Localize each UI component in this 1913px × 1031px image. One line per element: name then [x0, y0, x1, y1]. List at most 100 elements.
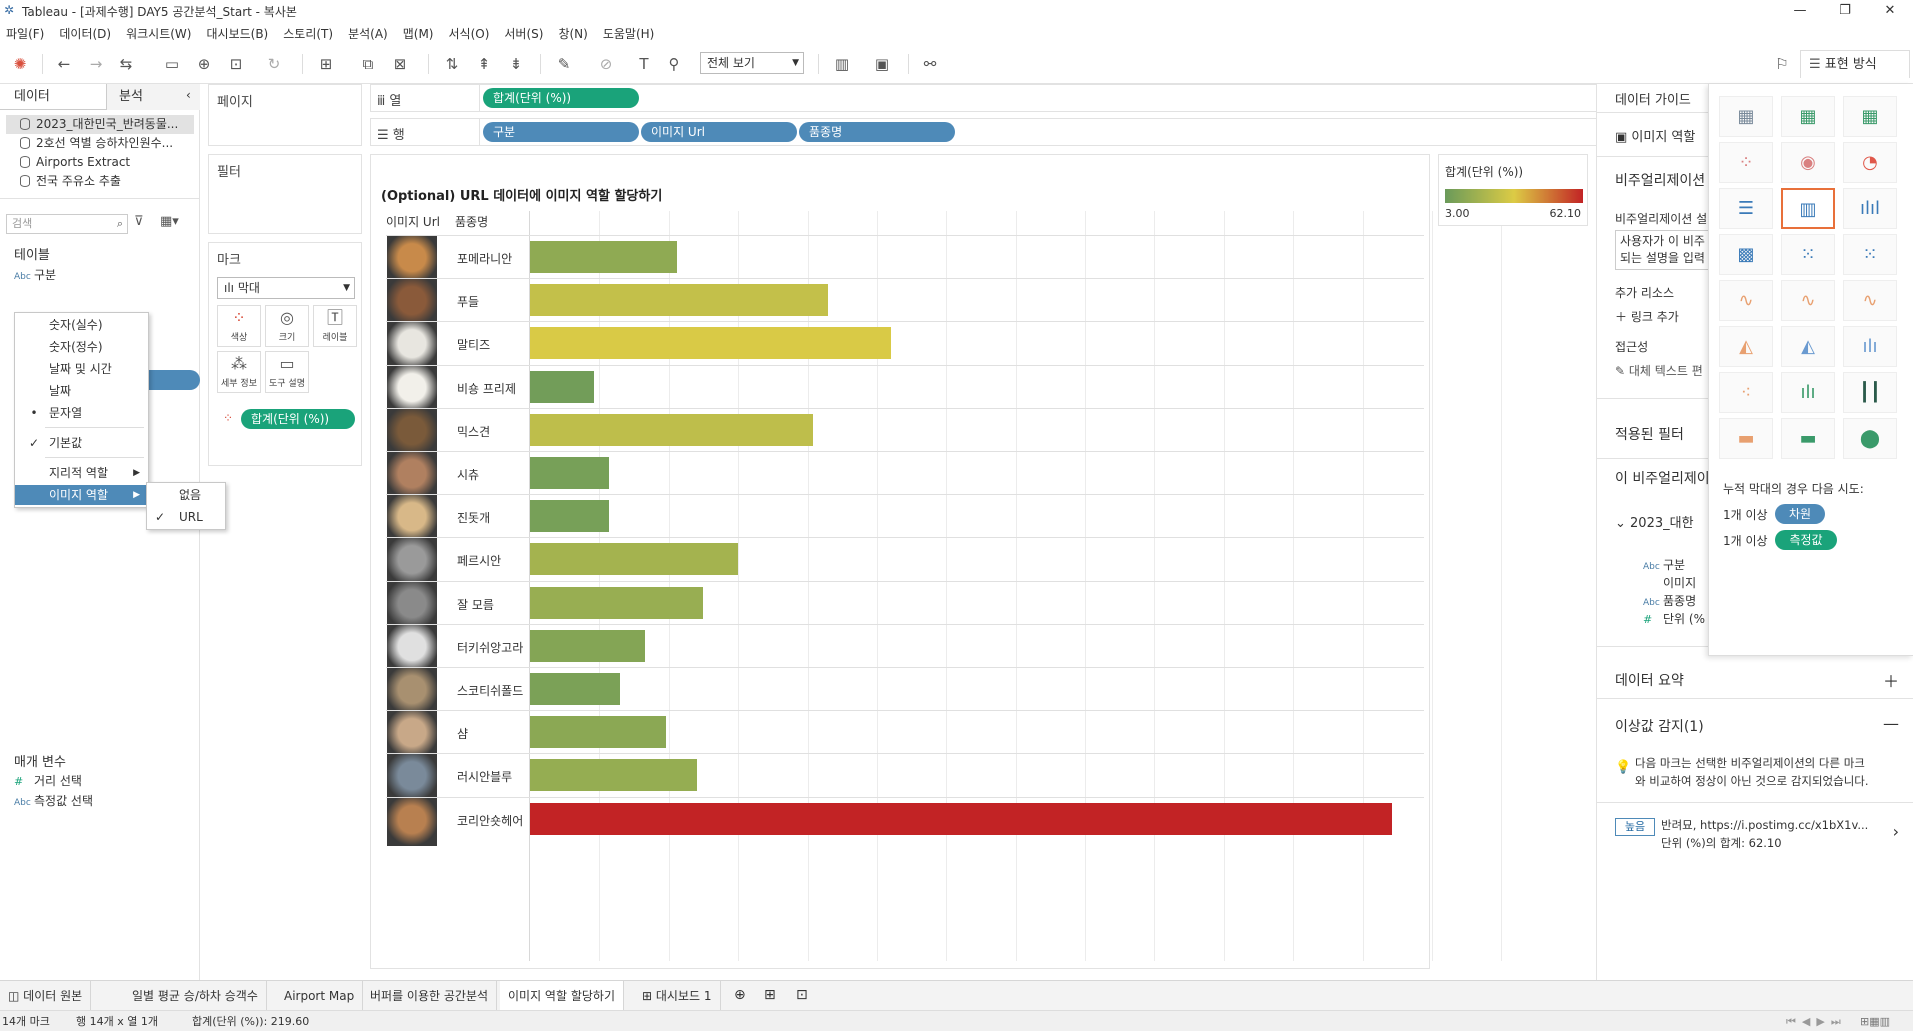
add-link-button[interactable]: ＋ 링크 추가 — [1615, 310, 1679, 324]
side-by-side-circle-icon[interactable]: ⁙ — [1843, 234, 1897, 275]
bar-mark[interactable] — [530, 586, 704, 619]
datasource-item[interactable]: 2호선 역별 승하차인원수... — [6, 134, 194, 153]
collapse-minus-icon[interactable]: — — [1883, 714, 1899, 733]
box-whisker-icon[interactable]: ┃┃ — [1843, 372, 1897, 413]
dual-line-icon[interactable]: ∿ — [1843, 280, 1897, 321]
pin-icon[interactable]: ⚲ — [668, 55, 680, 73]
menu-worksheet[interactable]: 워크시트(W) — [126, 26, 192, 41]
histogram-icon[interactable]: ılı — [1781, 372, 1835, 413]
bar-mark[interactable] — [530, 370, 594, 403]
horizontal-bar-icon[interactable]: ☰ — [1719, 188, 1773, 229]
bar-mark[interactable] — [530, 413, 814, 446]
chevron-right-icon[interactable]: › — [1892, 822, 1899, 841]
grid-view-icon[interactable]: ⊞▦▥ — [1860, 1015, 1891, 1028]
dual-combination-icon[interactable]: ılı — [1843, 326, 1897, 367]
bar-mark[interactable] — [530, 241, 678, 273]
group-icon[interactable]: ⊘ — [599, 55, 613, 73]
tableau-home-icon[interactable]: ✺ — [13, 55, 27, 73]
new-story-icon[interactable]: ⊡ — [796, 987, 808, 1003]
menu-item-float[interactable]: 숫자(실수) — [49, 318, 103, 332]
new-dashboard-icon[interactable]: ⊞ — [764, 987, 776, 1003]
sort-asc-icon[interactable]: ⇞ — [477, 55, 491, 73]
menu-story[interactable]: 스토리(T) — [283, 26, 334, 41]
menu-item-string[interactable]: 문자열 — [49, 406, 83, 420]
maximize-button[interactable]: ❐ — [1839, 3, 1851, 18]
menu-help[interactable]: 도움말(H) — [602, 26, 655, 41]
area-continuous-icon[interactable]: ◭ — [1719, 326, 1773, 367]
tab-datasource[interactable]: ◫ 데이터 원본 — [0, 981, 92, 1011]
symbol-map-icon[interactable]: ⁘ — [1719, 142, 1773, 183]
columns-pill[interactable]: 합계(단위 (%)) — [483, 88, 639, 108]
refresh-icon[interactable]: ↻ — [267, 55, 281, 73]
menu-data[interactable]: 데이터(D) — [59, 26, 112, 41]
tab-sheet[interactable]: 버퍼를 이용한 공간분석 — [362, 981, 498, 1011]
duplicate-icon[interactable]: ⧉ — [362, 55, 374, 73]
datasource-item[interactable]: 전국 주유소 추출 — [6, 172, 194, 191]
new-sheet-icon[interactable]: ⊕ — [734, 987, 746, 1003]
viz-desc-input[interactable]: 사용자가 이 비주 되는 설명을 입력 — [1615, 230, 1715, 270]
menu-item-date[interactable]: 날짜 — [49, 384, 72, 398]
scatter-plot-icon[interactable]: ⁖ — [1719, 372, 1773, 413]
parameter-item[interactable]: Abc 측정값 선택 — [14, 794, 94, 808]
bar-mark[interactable] — [530, 284, 829, 317]
replay-icon[interactable]: ⇆ — [119, 55, 133, 73]
menu-item-int[interactable]: 숫자(정수) — [49, 340, 103, 354]
expand-plus-icon[interactable]: ＋ — [1882, 672, 1899, 691]
size-button[interactable]: ◎ 크기 — [265, 305, 309, 347]
rows-pill-image-url[interactable]: 이미지 Url — [641, 122, 797, 142]
menu-item-none[interactable]: 없음 — [179, 488, 202, 502]
filters-card[interactable]: 필터 — [208, 154, 362, 234]
view-options-icon[interactable]: ▦▾ — [160, 214, 179, 229]
menu-item-geo-role[interactable]: 지리적 역할 ▶ — [15, 463, 148, 483]
new-worksheet-icon[interactable]: ⊞ — [319, 55, 333, 73]
bar-mark[interactable] — [530, 716, 666, 749]
detail-button[interactable]: ⁂ 세부 정보 — [217, 351, 261, 393]
new-datasource-icon[interactable]: ⊕ — [197, 55, 211, 73]
highlight-icon[interactable]: ✎ — [557, 55, 571, 73]
color-button[interactable]: ⁘ 색상 — [217, 305, 261, 347]
bar-mark[interactable] — [530, 543, 739, 576]
field-search-input[interactable]: 검색 ⌕ — [6, 214, 128, 234]
alt-text-button[interactable]: ✎ 대체 텍스트 편 — [1615, 364, 1703, 378]
filled-map-icon[interactable]: ◉ — [1781, 142, 1835, 183]
marks-color-pill[interactable]: 합계(단위 (%)) — [241, 409, 355, 429]
text-table-icon[interactable]: ▦ — [1719, 96, 1773, 137]
menu-file[interactable]: 파일(F) — [6, 26, 45, 41]
share-icon[interactable]: ⚯ — [923, 55, 937, 73]
datasource-item[interactable]: Airports Extract — [6, 153, 194, 172]
clear-sheet-icon[interactable]: ⊠ — [393, 55, 407, 73]
menu-item-url[interactable]: URL — [179, 510, 203, 524]
menu-map[interactable]: 맵(M) — [402, 26, 434, 41]
menu-format[interactable]: 서식(O) — [448, 26, 490, 41]
tab-dashboard[interactable]: ⊞ 대시보드 1 — [634, 981, 721, 1011]
bar-mark[interactable] — [530, 629, 646, 662]
bullet-graph-icon[interactable]: ▬ — [1781, 418, 1835, 459]
bar-mark[interactable] — [530, 457, 610, 489]
showme-pin-icon[interactable]: ⚐ — [1775, 55, 1789, 73]
show-cards-icon[interactable]: ▥ — [834, 55, 850, 73]
gantt-icon[interactable]: ▬ — [1719, 418, 1773, 459]
menu-dashboard[interactable]: 대시보드(B) — [206, 26, 269, 41]
line-discrete-icon[interactable]: ∿ — [1781, 280, 1835, 321]
undo-icon[interactable]: ← — [57, 55, 71, 73]
area-discrete-icon[interactable]: ◭ — [1781, 326, 1835, 367]
menu-item-image-role[interactable]: 이미지 역할 ▶ — [15, 485, 148, 505]
close-button[interactable]: ✕ — [1884, 3, 1896, 18]
highlight-table-icon[interactable]: ▦ — [1843, 96, 1897, 137]
presentation-icon[interactable]: ▣ — [874, 55, 890, 73]
page-nav-icon[interactable]: ⏮◀▶⏭ — [1786, 1015, 1847, 1028]
packed-bubbles-icon[interactable]: ⬤ — [1843, 418, 1897, 459]
menu-server[interactable]: 서버(S) — [504, 26, 544, 41]
parameter-item[interactable]: # 거리 선택 — [14, 774, 82, 788]
minimize-button[interactable]: — — [1793, 3, 1807, 18]
redo-icon[interactable]: → — [89, 55, 103, 73]
pie-chart-icon[interactable]: ◔ — [1843, 142, 1897, 183]
menu-analysis[interactable]: 분석(A) — [348, 26, 388, 41]
treemap-icon[interactable]: ▩ — [1719, 234, 1773, 275]
labels-icon[interactable]: T — [639, 55, 649, 73]
bar-mark[interactable] — [530, 500, 610, 533]
tab-sheet[interactable]: 일별 평균 승/하차 승객수 — [124, 981, 267, 1011]
bar-mark[interactable] — [530, 327, 891, 360]
rows-pill-category[interactable]: 구분 — [483, 122, 639, 142]
save-icon[interactable]: ▭ — [164, 55, 180, 73]
